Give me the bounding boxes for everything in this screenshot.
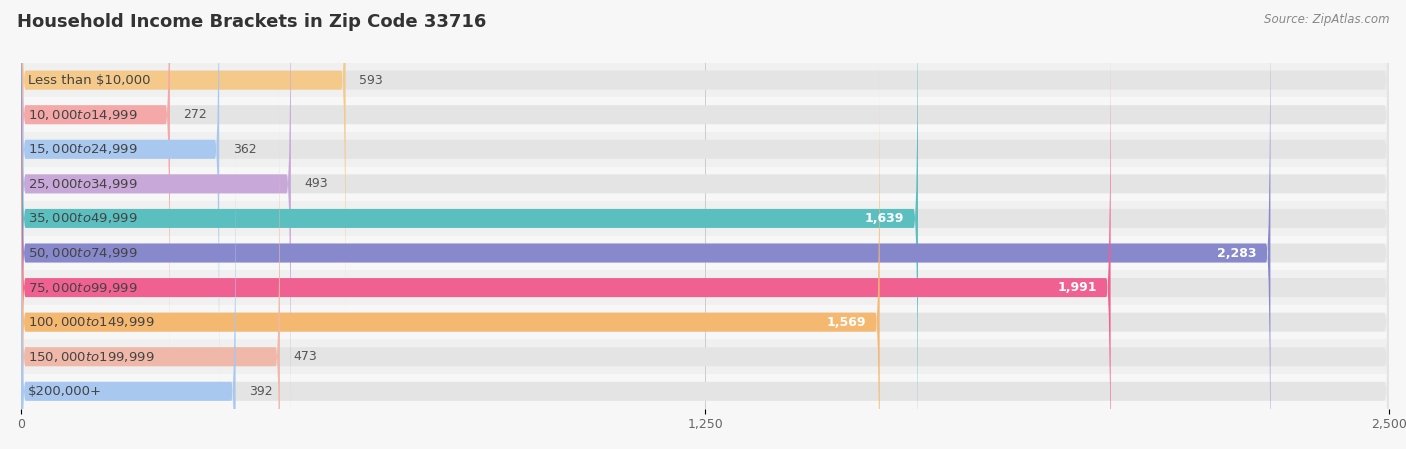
Text: 392: 392 [249, 385, 273, 398]
FancyBboxPatch shape [21, 0, 1271, 449]
FancyBboxPatch shape [21, 21, 1111, 449]
Text: Less than $10,000: Less than $10,000 [28, 74, 150, 87]
Text: 1,639: 1,639 [865, 212, 904, 225]
Text: $50,000 to $74,999: $50,000 to $74,999 [28, 246, 138, 260]
FancyBboxPatch shape [21, 55, 880, 449]
Text: 2,283: 2,283 [1218, 247, 1257, 260]
Text: Household Income Brackets in Zip Code 33716: Household Income Brackets in Zip Code 33… [17, 13, 486, 31]
Text: 1,569: 1,569 [827, 316, 866, 329]
FancyBboxPatch shape [21, 124, 1389, 449]
Text: 362: 362 [233, 143, 256, 156]
FancyBboxPatch shape [21, 21, 1389, 449]
FancyBboxPatch shape [21, 305, 1389, 339]
Text: 493: 493 [305, 177, 328, 190]
FancyBboxPatch shape [21, 374, 1389, 409]
FancyBboxPatch shape [21, 0, 1389, 449]
FancyBboxPatch shape [21, 0, 219, 416]
Text: $200,000+: $200,000+ [28, 385, 101, 398]
FancyBboxPatch shape [21, 0, 1389, 449]
FancyBboxPatch shape [21, 0, 170, 382]
FancyBboxPatch shape [21, 0, 918, 449]
Text: $150,000 to $199,999: $150,000 to $199,999 [28, 350, 155, 364]
FancyBboxPatch shape [21, 0, 1389, 416]
FancyBboxPatch shape [21, 124, 236, 449]
Text: $100,000 to $149,999: $100,000 to $149,999 [28, 315, 155, 329]
FancyBboxPatch shape [21, 167, 1389, 201]
Text: $35,000 to $49,999: $35,000 to $49,999 [28, 211, 138, 225]
Text: $15,000 to $24,999: $15,000 to $24,999 [28, 142, 138, 156]
FancyBboxPatch shape [21, 201, 1389, 236]
FancyBboxPatch shape [21, 55, 1389, 449]
FancyBboxPatch shape [21, 90, 280, 449]
FancyBboxPatch shape [21, 0, 1389, 382]
FancyBboxPatch shape [21, 236, 1389, 270]
FancyBboxPatch shape [21, 63, 1389, 97]
Text: $25,000 to $34,999: $25,000 to $34,999 [28, 177, 138, 191]
Text: 272: 272 [184, 108, 207, 121]
FancyBboxPatch shape [21, 97, 1389, 132]
FancyBboxPatch shape [21, 0, 291, 449]
FancyBboxPatch shape [21, 0, 1389, 449]
FancyBboxPatch shape [21, 0, 346, 347]
Text: 593: 593 [360, 74, 382, 87]
Text: Source: ZipAtlas.com: Source: ZipAtlas.com [1264, 13, 1389, 26]
FancyBboxPatch shape [21, 270, 1389, 305]
FancyBboxPatch shape [21, 0, 1389, 347]
Text: $10,000 to $14,999: $10,000 to $14,999 [28, 108, 138, 122]
FancyBboxPatch shape [21, 132, 1389, 167]
Text: 1,991: 1,991 [1057, 281, 1097, 294]
Text: $75,000 to $99,999: $75,000 to $99,999 [28, 281, 138, 295]
FancyBboxPatch shape [21, 339, 1389, 374]
FancyBboxPatch shape [21, 90, 1389, 449]
Text: 473: 473 [294, 350, 318, 363]
